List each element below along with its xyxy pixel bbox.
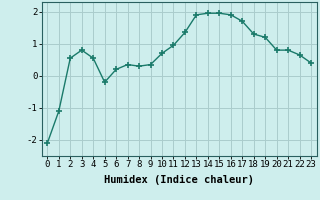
X-axis label: Humidex (Indice chaleur): Humidex (Indice chaleur) xyxy=(104,175,254,185)
